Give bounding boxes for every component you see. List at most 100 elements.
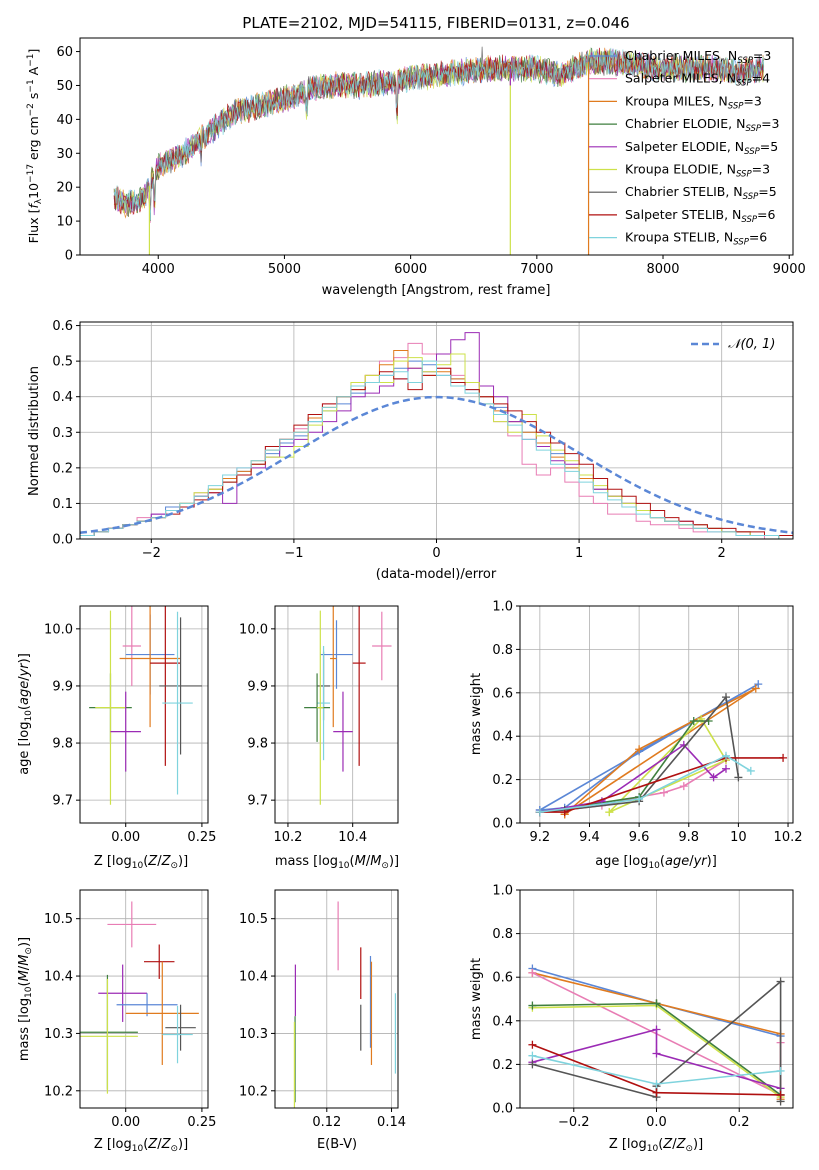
x-tick-label: 0.12	[312, 1115, 341, 1130]
spectrum-legend: Chabrier MILES, NSSP=3 Salpeter MILES, NS…	[589, 48, 780, 248]
spectrum-frame	[79, 37, 794, 256]
spectrum-legend-label: Salpeter STELIB, NSSP=6	[625, 207, 775, 225]
spectrum-x-tick-label: 9000	[773, 262, 806, 277]
mass-vs-Z-panel: 0.00 0.25 10.2 10.3 10.4 10.5	[44, 889, 216, 1130]
x-tick-label: 9.2	[530, 830, 551, 845]
spectrum-x-tick-label: 6000	[394, 262, 427, 277]
age-vs-Z-panel: 0.00 0.25 9.7 9.8 9.9 10.0	[44, 605, 216, 845]
mass-weight-marker	[652, 1088, 661, 1097]
ageZ-x-axis-label: Z [log10(Z/Z⊙)]	[94, 854, 188, 871]
mass-weight-marker	[528, 1051, 537, 1060]
panel-frame	[79, 889, 209, 1109]
x-tick-label: −0.2	[558, 1115, 590, 1130]
y-tick-label: 10.5	[44, 912, 73, 927]
mass-weight-marker	[734, 773, 743, 782]
y-tick-label: 9.8	[52, 737, 73, 752]
residual-x-tick-label: −1	[284, 546, 303, 561]
mass-weight-marker	[528, 1001, 537, 1010]
y-tick-label: 9.7	[247, 794, 268, 809]
residual-x-tick-label: 0	[432, 546, 440, 561]
ageZ-y-axis-label: age [log10(age/yr)]	[17, 653, 34, 775]
massZ-y-axis-label: mass [log10(M/M⊙)]	[17, 937, 34, 1061]
mass-weight-marker	[652, 999, 661, 1008]
y-tick-label: 0.4	[492, 730, 513, 745]
y-tick-label: 0.2	[492, 1058, 513, 1073]
panel-frame	[274, 605, 399, 824]
mwAge-x-axis-label: age [log10(age/yr)]	[595, 854, 717, 871]
mass-weight-marker	[659, 788, 668, 797]
spectrum-y-tick-label: 30	[56, 147, 73, 162]
spectrum-y-tick-label: 40	[56, 113, 73, 128]
x-tick-label: 0.25	[187, 830, 216, 845]
y-tick-label: 0.8	[492, 927, 513, 942]
panel-plot-area	[80, 890, 208, 1108]
y-tick-label: 10.2	[44, 1084, 73, 1099]
residual-y-axis-label: Normed distribution	[27, 366, 42, 496]
x-tick-label: 0.00	[111, 830, 140, 845]
spectrum-x-tick-label: 4000	[142, 262, 175, 277]
spectrum-y-tick-label: 60	[56, 45, 73, 60]
mass-weight-marker	[689, 717, 698, 726]
spectrum-x-tick-label: 7000	[520, 262, 553, 277]
mass-weight-marker	[652, 1025, 661, 1034]
spectrum-y-tick-label: 10	[56, 215, 73, 230]
mass-weight-marker	[721, 764, 730, 773]
x-tick-label: 10.2	[273, 830, 302, 845]
residual-y-tick-label: 0.3	[52, 426, 73, 441]
x-tick-label: 9.4	[579, 830, 600, 845]
y-tick-label: 9.9	[247, 679, 268, 694]
x-tick-label: 10.2	[774, 830, 803, 845]
mass-weight-marker	[528, 968, 537, 977]
spectrum-y-tick-label: 50	[56, 79, 73, 94]
spectrum-legend-label: Chabrier MILES, NSSP=3	[625, 48, 771, 66]
residual-x-tick-label: 1	[575, 546, 583, 561]
mass-weight-marker	[751, 684, 760, 693]
mass-weight-marker	[721, 751, 730, 760]
massE-x-axis-label: E(B-V)	[317, 1137, 357, 1152]
spectrum-x-tick-label: 8000	[646, 262, 679, 277]
panel-plot-area	[275, 606, 398, 823]
y-tick-label: 10.2	[239, 1084, 268, 1099]
panel-plot-area	[275, 890, 398, 1108]
residual-y-tick-label: 0.6	[52, 319, 73, 334]
mass-weight-marker	[652, 1080, 661, 1089]
spectrum-legend-label: Salpeter ELODIE, NSSP=5	[625, 139, 778, 157]
residual-gaussian-curve	[79, 395, 794, 535]
x-tick-label: 0.25	[187, 1115, 216, 1130]
y-tick-label: 10.0	[239, 622, 268, 637]
massweight-vs-age-panel: 9.2 9.4 9.6 9.8 10 10.2 0.0 0.2 0.4 0.6 0.8 1.0	[492, 600, 802, 846]
mass-weight-line	[539, 720, 709, 813]
y-tick-label: 10.4	[239, 970, 268, 985]
mass-weight-line	[539, 754, 752, 813]
mass-weight-marker	[528, 1040, 537, 1049]
mass-weight-marker	[709, 773, 718, 782]
panel-frame	[519, 605, 794, 824]
y-tick-label: 0.0	[492, 1102, 513, 1117]
panel-plot-area	[520, 606, 793, 823]
y-tick-label: 9.8	[247, 737, 268, 752]
mwAge-y-axis-label: mass weight	[469, 673, 484, 755]
mass-weight-marker	[528, 1060, 537, 1069]
x-tick-label: 0.0	[646, 1115, 667, 1130]
residual-panel: −2 −1 0 1 2 0.0 0.1 0.2 0.3 0.4 0.5 0.6 𝒩(0, 1) (d…	[27, 319, 794, 582]
mass-weight-marker	[754, 680, 763, 689]
spectrum-x-tick-label: 5000	[268, 262, 301, 277]
spectrum-legend-label: Kroupa STELIB, NSSP=6	[625, 230, 767, 248]
residual-x-axis-label: (data-model)/error	[376, 567, 497, 582]
mass-weight-marker	[721, 693, 730, 702]
residual-y-tick-label: 0.1	[52, 497, 73, 512]
ageM-x-axis-label: mass [log10(M/M⊙)]	[275, 854, 399, 871]
spectrum-line	[113, 47, 765, 221]
spectrum-panel: PLATE=2102, MJD=54115, FIBERID=0131, z=0…	[26, 14, 806, 298]
y-tick-label: 10.4	[44, 970, 73, 985]
mass-weight-marker	[746, 766, 755, 775]
mass-weight-marker	[776, 977, 785, 986]
age-vs-mass-panel: 10.2 10.4 9.7 9.8 9.9 10.0	[239, 605, 399, 845]
y-tick-label: 0.6	[492, 686, 513, 701]
mass-weight-marker	[635, 795, 644, 804]
panel-plot-area	[80, 606, 208, 823]
residual-y-tick-label: 0.4	[52, 390, 73, 405]
massweight-vs-Z-panel: −0.2 0.0 0.2 0.0 0.2 0.4 0.6 0.8 1.0	[492, 884, 794, 1130]
y-tick-label: 1.0	[492, 884, 513, 899]
